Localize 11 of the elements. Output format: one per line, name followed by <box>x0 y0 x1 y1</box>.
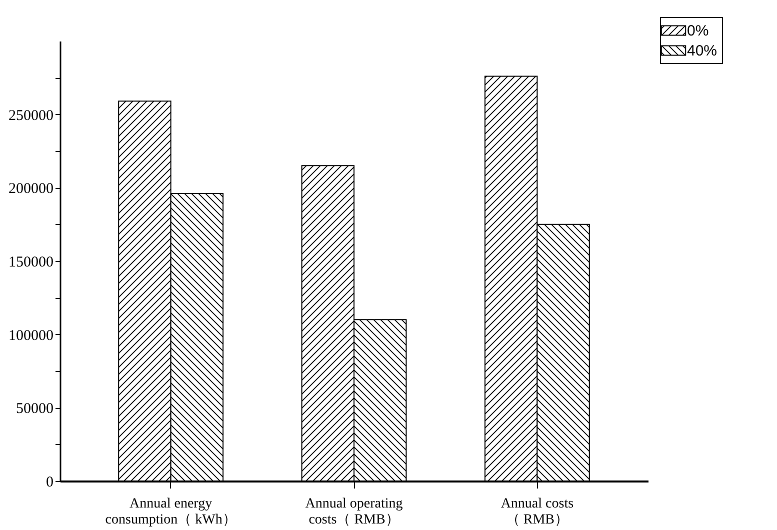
y-tick-label: 250000 <box>8 108 54 124</box>
y-tick-label: 200000 <box>8 181 54 198</box>
legend-label: 0% <box>687 22 709 40</box>
y-tick-label: 50000 <box>16 401 54 418</box>
legend-label: 40% <box>687 42 718 60</box>
x-tick-label: Annual costs（ RMB） <box>500 496 574 528</box>
y-tick-label: 150000 <box>8 254 54 270</box>
x-tick-label: Annual energy consumption（ kWh） <box>105 496 236 528</box>
y-tick-label: 0 <box>46 474 54 490</box>
x-tick-label: Annual operating costs（ RMB） <box>305 496 403 528</box>
y-tick-label: 100000 <box>8 328 54 344</box>
